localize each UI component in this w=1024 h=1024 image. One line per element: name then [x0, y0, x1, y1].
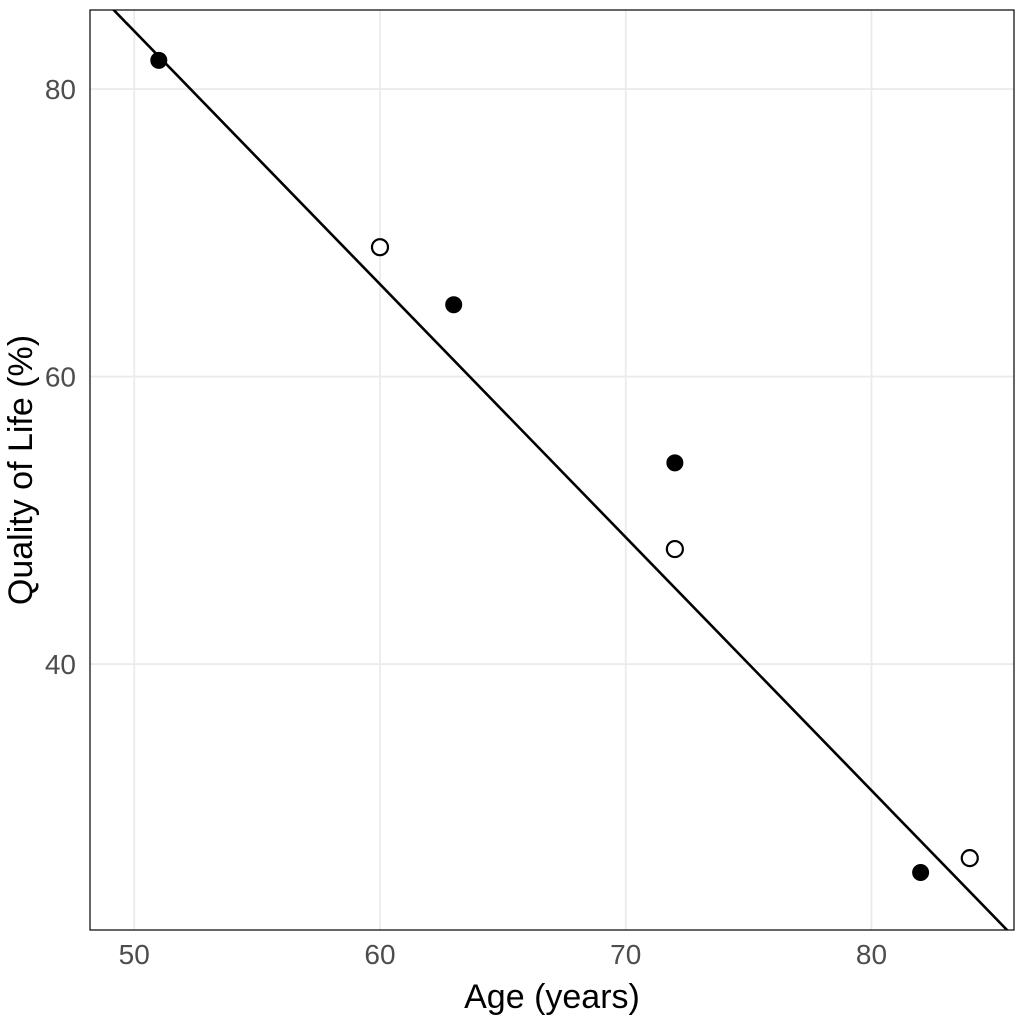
data-point-filled [913, 865, 929, 881]
x-tick-label: 80 [856, 939, 887, 970]
data-point-open [962, 850, 978, 866]
y-tick-label: 80 [45, 74, 76, 105]
data-point-filled [446, 297, 462, 313]
y-tick-label: 60 [45, 362, 76, 393]
data-point-filled [667, 455, 683, 471]
x-tick-label: 60 [364, 939, 395, 970]
data-point-open [372, 239, 388, 255]
y-axis-label: Quality of Life (%) [2, 335, 40, 605]
data-point-filled [151, 52, 167, 68]
x-axis-label: Age (years) [464, 978, 640, 1016]
data-point-open [667, 541, 683, 557]
scatter-chart: 50 60 70 80 40 60 80 Age (years) Quality of Life… [0, 0, 1024, 1024]
x-tick-label: 50 [119, 939, 150, 970]
plot-panel [90, 10, 1014, 930]
chart-svg: 50 60 70 80 40 60 80 Age (years) Quality of Life… [0, 0, 1024, 1024]
x-tick-label: 70 [610, 939, 641, 970]
y-tick-label: 40 [45, 649, 76, 680]
